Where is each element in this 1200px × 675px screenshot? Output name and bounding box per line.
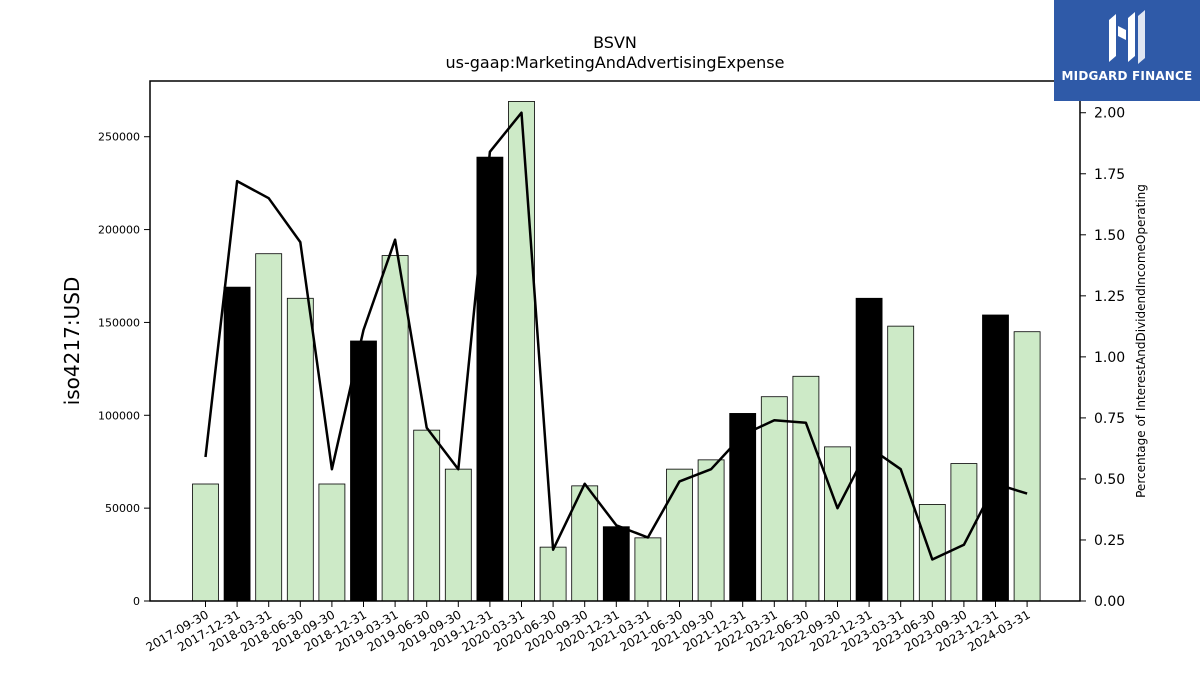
y-axis-label-right: Percentage of InterestAndDividendIncomeO… [1134, 184, 1148, 498]
bar-2019-09-30 [444, 468, 472, 602]
left-tick-label: 150000 [98, 316, 140, 329]
bar-2022-12-31 [855, 297, 883, 602]
bar-2021-06-30 [666, 468, 693, 602]
bar-2024-03-31 [1013, 331, 1041, 602]
left-axis: 0 50000 100000 150000 200000 250000 [98, 131, 150, 608]
logo-text: MIDGARD FINANCE [1061, 69, 1193, 83]
bar-2023-09-30 [950, 463, 978, 602]
bar-2022-06-30 [792, 375, 820, 602]
bar-2022-03-31 [760, 396, 788, 602]
line-layer [204, 111, 1028, 561]
bar-2019-03-31 [381, 255, 409, 602]
right-tick-label: 2.00 [1094, 106, 1125, 122]
x-axis: 2017-09-302017-12-312018-03-312018-06-30… [144, 601, 1033, 654]
bar-2020-06-30 [539, 546, 567, 602]
midgard-finance-logo: MIDGARD FINANCE [1054, 0, 1200, 101]
bar-2019-06-30 [413, 429, 441, 602]
bar-2017-09-30 [192, 483, 219, 602]
bar-2021-09-30 [697, 459, 725, 602]
bar-2018-06-30 [286, 297, 314, 602]
plot-frame [149, 80, 1081, 602]
bar-2022-09-30 [824, 446, 851, 602]
right-axis: 0.00 0.25 0.50 0.75 1.00 1.25 1.50 1.75 2.00 [1080, 106, 1125, 610]
ratio-line [204, 111, 1028, 561]
right-tick-label: 0.25 [1094, 533, 1125, 549]
left-tick-label: 50000 [105, 502, 140, 515]
chart-title: BSVN [593, 33, 637, 52]
right-tick-label: 1.75 [1094, 167, 1125, 183]
left-tick-label: 200000 [98, 224, 140, 237]
bar-2017-12-31 [223, 286, 251, 602]
right-tick-label: 0.50 [1094, 472, 1125, 488]
left-tick-label: 250000 [98, 131, 140, 144]
bars-group [192, 101, 1041, 602]
bar-2019-12-31 [476, 156, 504, 602]
bar-2023-12-31 [982, 314, 1009, 602]
right-tick-label: 1.25 [1094, 289, 1125, 305]
bar-2023-06-30 [918, 504, 946, 602]
bar-2021-12-31 [729, 413, 757, 602]
right-tick-label: 0.00 [1094, 594, 1125, 610]
bar-2018-03-31 [255, 253, 283, 602]
chart-subtitle: us-gaap:MarketingAndAdvertisingExpense [446, 53, 785, 72]
left-tick-label: 100000 [98, 409, 140, 422]
right-tick-label: 1.50 [1094, 228, 1125, 244]
y-axis-label-left: iso4217:USD [60, 277, 84, 406]
bar-2018-09-30 [318, 483, 346, 602]
bar-2020-03-31 [508, 101, 535, 602]
left-tick-label: 0 [133, 595, 140, 608]
right-tick-label: 0.75 [1094, 411, 1125, 427]
bar-2020-12-31 [602, 526, 630, 602]
bar-2021-03-31 [634, 537, 662, 602]
right-tick-label: 1.00 [1094, 350, 1125, 366]
logo-mark-icon [1109, 10, 1145, 64]
bar-2018-12-31 [350, 340, 377, 602]
